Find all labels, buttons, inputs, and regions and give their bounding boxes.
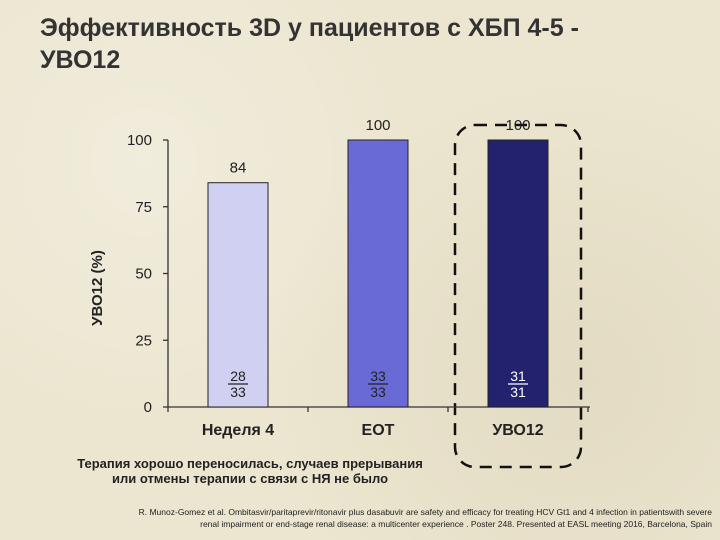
title-line-2: УВО12 <box>40 46 121 74</box>
y-tick-label: 50 <box>135 266 152 283</box>
footnote-line-1: R. Munoz-Gomez et al. Ombitasvir/paritap… <box>138 507 712 517</box>
fraction-numerator: 33 <box>370 368 386 384</box>
fraction-numerator: 28 <box>230 368 246 384</box>
x-category-label: EOT <box>362 422 395 439</box>
x-category-label: УВО12 <box>492 422 543 439</box>
y-axis-label: УВО12 (%) <box>89 250 106 326</box>
y-tick-label: 25 <box>135 332 152 349</box>
highlight-dashed-frame <box>453 123 583 469</box>
x-category-label: Неделя 4 <box>202 422 274 439</box>
y-tick-label: 100 <box>127 132 152 149</box>
slide-title: Эффективность 3D у пациентов с ХБП 4-5 -… <box>40 12 700 76</box>
y-tick-label: 0 <box>144 399 152 416</box>
fraction-denominator: 33 <box>370 384 386 400</box>
reference-footnote: R. Munoz-Gomez et al. Ombitasvir/paritap… <box>12 506 712 530</box>
y-tick-label: 75 <box>135 199 152 216</box>
bar-2 <box>347 139 409 408</box>
note-line-2: или отмены терапии с связи с НЯ не было <box>111 471 389 486</box>
bar-3 <box>487 139 549 408</box>
note-line-1: Терапия хорошо переносилась, случаев пре… <box>77 456 423 471</box>
bar-value-label: 84 <box>230 160 247 177</box>
title-line-1: Эффективность 3D у пациентов с ХБП 4-5 - <box>40 14 579 42</box>
fraction-numerator: 31 <box>510 368 526 384</box>
bar-1 <box>207 182 269 408</box>
bar-value-label: 100 <box>505 117 530 134</box>
footnote-line-2: renal impairment or end-stage renal dise… <box>200 519 712 529</box>
fraction-denominator: 31 <box>510 384 526 400</box>
bar-value-label: 100 <box>365 117 390 134</box>
tolerability-note: Терапия хорошо переносилась, случаев пре… <box>0 456 500 486</box>
fraction-denominator: 33 <box>230 384 246 400</box>
